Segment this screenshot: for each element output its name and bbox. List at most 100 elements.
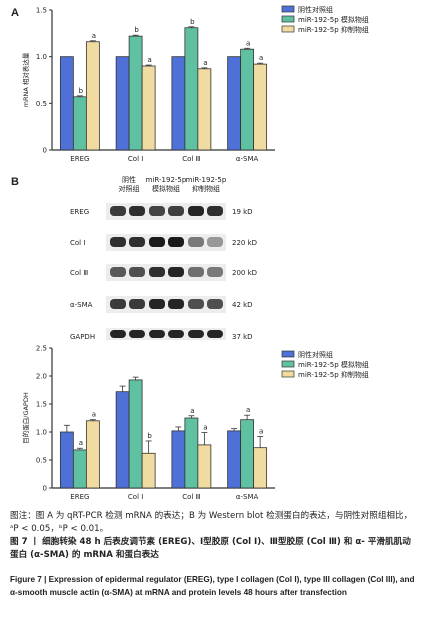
significance-mark: b — [79, 87, 84, 95]
blot-row-kd: 200 kD — [232, 269, 258, 277]
bar — [197, 444, 212, 489]
significance-mark: a — [203, 424, 207, 432]
legend-label: miR-192-5p 模拟物组 — [298, 15, 369, 24]
blot-band — [110, 206, 126, 216]
bar — [240, 419, 255, 489]
bar — [115, 56, 130, 151]
blot-band — [129, 267, 145, 277]
blot-band — [207, 299, 223, 309]
bar — [128, 35, 143, 151]
blot-band — [207, 330, 223, 338]
y-tick-label: 1.0 — [36, 53, 47, 61]
legend-label: 阴性对照组 — [298, 5, 333, 14]
bar — [59, 56, 74, 151]
legend-swatch — [281, 370, 295, 378]
blot-band — [149, 299, 165, 309]
significance-mark: b — [134, 26, 139, 34]
legend-label: miR-192-5p 抑制物组 — [298, 370, 369, 379]
chart-b-protein: 0 0.5 1.0 1.5 2.0 2.5 目的蛋白/GAPDH a a EREG b Col Ⅰ a a… — [21, 345, 369, 502]
legend-swatch — [281, 15, 295, 23]
bar — [72, 96, 87, 151]
chart-a-mrna: 0 0.5 1.0 1.5 mRNA 相对表达量 b a EREG b a Col Ⅰ b a Col Ⅲ… — [21, 5, 369, 163]
blot-strip — [106, 296, 226, 313]
blot-row-label: Col Ⅲ — [70, 269, 89, 277]
y-tick-label: 2.5 — [36, 345, 47, 353]
blot-band — [129, 330, 145, 338]
y-tick-label: 1.5 — [36, 7, 47, 15]
y-tick-label: 1.5 — [36, 401, 47, 409]
y-tick-label: 0 — [43, 485, 47, 493]
blot-strip — [106, 328, 226, 340]
blot-band — [149, 267, 165, 277]
category-label: α-SMA — [236, 155, 259, 163]
blot-band — [168, 206, 184, 216]
significance-mark: a — [92, 411, 96, 419]
y-tick-label: 0.5 — [36, 100, 47, 108]
figure-title-cn: 图 7 丨 细胞转染 48 h 后表皮调节素 (EREG)、Ⅰ型胶原 (Col … — [10, 537, 411, 560]
bar — [141, 65, 156, 151]
blot-header-control: 阴性 对照组 — [118, 176, 140, 193]
blot-band — [110, 237, 126, 247]
blot-band — [129, 237, 145, 247]
blot-band — [110, 330, 126, 338]
category-label: Col Ⅰ — [128, 155, 143, 163]
blot-row-label: EREG — [70, 208, 90, 216]
legend-swatch — [281, 360, 295, 368]
blot-band — [207, 267, 223, 277]
blot-band — [188, 237, 204, 247]
legend-label: miR-192-5p 抑制物组 — [298, 25, 369, 34]
legend-label: 阴性对照组 — [298, 350, 333, 359]
category-label: Col Ⅰ — [128, 493, 143, 501]
bar — [171, 56, 186, 151]
bar — [253, 447, 268, 489]
blot-header-inhibitor: miR-192-5p 抑制物组 — [185, 176, 227, 193]
bar — [59, 431, 74, 489]
blot-row-label: α-SMA — [70, 301, 93, 309]
significance-mark: a — [246, 406, 250, 414]
blot-band — [168, 267, 184, 277]
y-tick-label: 2.0 — [36, 373, 47, 381]
blot-band — [149, 206, 165, 216]
bar — [141, 452, 156, 489]
significance-mark: b — [147, 432, 152, 440]
blot-row-kd: 220 kD — [232, 239, 258, 247]
bar — [184, 417, 199, 489]
category-label: Col Ⅲ — [182, 493, 200, 501]
blot-band — [207, 206, 223, 216]
bar — [115, 391, 130, 489]
figure-note: 图注：图 A 为 qRT-PCR 检测 mRNA 的表达；B 为 Western… — [10, 511, 413, 534]
significance-mark: a — [79, 439, 83, 447]
blot-band — [149, 330, 165, 338]
y-axis-label: 目的蛋白/GAPDH — [21, 392, 30, 444]
figure-title-en: Figure 7 | Expression of epidermal regul… — [10, 575, 415, 597]
significance-mark: b — [190, 18, 195, 26]
blot-strip — [106, 234, 226, 251]
category-label: EREG — [70, 493, 89, 501]
blot-band — [168, 299, 184, 309]
legend-swatch — [281, 5, 295, 13]
significance-mark: a — [259, 427, 263, 435]
blot-band — [188, 299, 204, 309]
blot-strip — [106, 264, 226, 281]
blot-band — [129, 299, 145, 309]
category-label: Col Ⅲ — [182, 155, 200, 163]
blot-band — [188, 330, 204, 338]
legend-swatch — [281, 350, 295, 358]
blot-row-label: GAPDH — [70, 333, 96, 341]
blot-band — [207, 237, 223, 247]
panel-label-a: A — [11, 7, 19, 19]
legend-swatch — [281, 25, 295, 33]
blot-row-kd: 37 kD — [232, 333, 253, 341]
blot-band — [188, 206, 204, 216]
legend-label: miR-192-5p 模拟物组 — [298, 360, 369, 369]
y-tick-label: 0 — [43, 147, 47, 155]
bar — [85, 41, 100, 151]
significance-mark: a — [190, 407, 194, 415]
blot-band — [188, 267, 204, 277]
bar — [72, 449, 87, 489]
blot-band — [129, 206, 145, 216]
blot-header-mimic: miR-192-5p 模拟物组 — [145, 176, 187, 193]
panel-label-b: B — [11, 176, 19, 188]
bar — [227, 56, 242, 151]
category-label: α-SMA — [236, 493, 259, 501]
